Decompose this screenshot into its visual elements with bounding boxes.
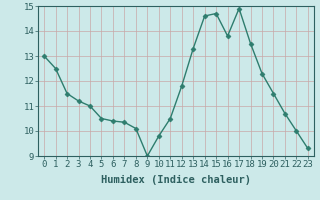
X-axis label: Humidex (Indice chaleur): Humidex (Indice chaleur) bbox=[101, 175, 251, 185]
